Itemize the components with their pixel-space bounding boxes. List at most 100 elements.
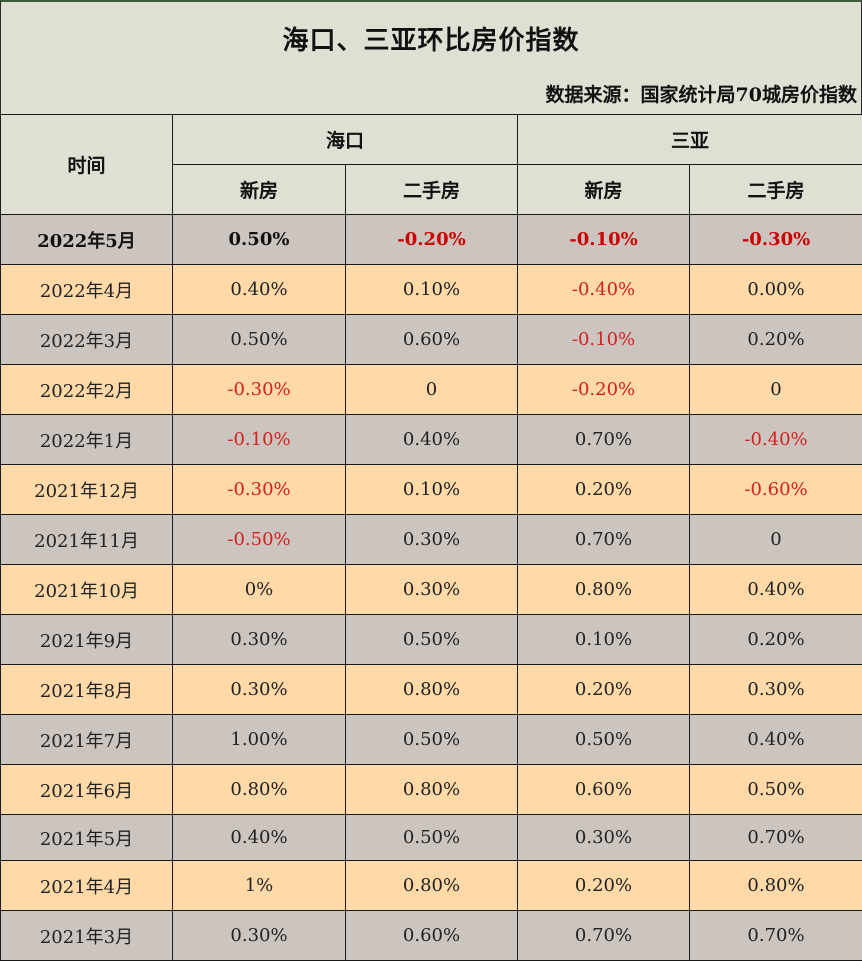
date-cell[interactable]: 2021年12月 <box>0 464 173 515</box>
table-row: 2021年3月 0.30% 0.60% 0.70% 0.70% <box>0 910 862 961</box>
haikou-used-cell[interactable]: 0.80% <box>344 764 519 815</box>
haikou-new-cell[interactable]: 0.30% <box>172 614 346 665</box>
haikou-used-cell[interactable]: 0.80% <box>344 664 519 715</box>
sanya-new-cell[interactable]: 0.80% <box>517 564 691 615</box>
table-row: 2021年8月 0.30% 0.80% 0.20% 0.30% <box>0 664 862 715</box>
haikou-used-cell[interactable]: 0.10% <box>344 464 519 515</box>
sanya-used-cell[interactable]: 0.30% <box>689 664 862 715</box>
haikou-new-cell[interactable]: 0.30% <box>172 910 346 961</box>
sanya-used-cell[interactable]: 0.40% <box>689 564 862 615</box>
sanya-new-cell[interactable]: -0.20% <box>517 364 691 415</box>
table-row: 2021年6月 0.80% 0.80% 0.60% 0.50% <box>0 764 862 815</box>
sanya-used-cell[interactable]: 0 <box>689 364 862 415</box>
sanya-new-cell[interactable]: 0.20% <box>517 664 691 715</box>
haikou-new-cell[interactable]: 0.80% <box>172 764 346 815</box>
haikou-new-cell[interactable]: -0.50% <box>172 514 346 565</box>
haikou-used-cell[interactable]: 0.60% <box>344 910 519 961</box>
date-cell[interactable]: 2021年6月 <box>0 764 173 815</box>
sanya-used-cell[interactable]: 0 <box>689 514 862 565</box>
date-cell[interactable]: 2021年9月 <box>0 614 173 665</box>
date-cell[interactable]: 2021年5月 <box>0 814 173 861</box>
haikou-used-cell[interactable]: 0.30% <box>344 564 519 615</box>
sanya-used-cell[interactable]: 0.40% <box>689 714 862 765</box>
haikou-used-cell[interactable]: -0.20% <box>344 214 519 265</box>
header-haikou-new[interactable]: 新房 <box>172 164 346 215</box>
haikou-used-cell[interactable]: 0 <box>344 364 519 415</box>
header-haikou[interactable]: 海口 <box>171 114 519 165</box>
haikou-used-cell[interactable]: 0.50% <box>344 614 519 665</box>
price-index-table: 时间 海口 三亚 新房 二手房 新房 二手房 2022年5月 0.50% -0.20… <box>0 114 862 961</box>
date-cell[interactable]: 2022年5月 <box>0 214 173 265</box>
table-row: 2021年9月 0.30% 0.50% 0.10% 0.20% <box>0 614 862 665</box>
haikou-used-cell[interactable]: 0.50% <box>344 714 519 765</box>
haikou-new-cell[interactable]: 1.00% <box>172 714 346 765</box>
header-haikou-used[interactable]: 二手房 <box>344 164 519 215</box>
header-time[interactable]: 时间 <box>0 114 173 215</box>
sanya-new-cell[interactable]: -0.40% <box>517 264 691 315</box>
sanya-new-cell[interactable]: 0.60% <box>517 764 691 815</box>
sanya-used-cell[interactable]: 0.00% <box>689 264 862 315</box>
haikou-used-cell[interactable]: 0.60% <box>344 314 519 365</box>
haikou-used-cell[interactable]: 0.80% <box>344 860 519 911</box>
header-sanya[interactable]: 三亚 <box>517 114 862 165</box>
sanya-used-cell[interactable]: 0.20% <box>689 614 862 665</box>
date-cell[interactable]: 2022年2月 <box>0 364 173 415</box>
date-cell[interactable]: 2021年7月 <box>0 714 173 765</box>
sanya-used-cell[interactable]: 0.20% <box>689 314 862 365</box>
haikou-new-cell[interactable]: 0.50% <box>172 214 346 265</box>
haikou-new-cell[interactable]: -0.10% <box>172 414 346 465</box>
sanya-used-cell[interactable]: -0.40% <box>689 414 862 465</box>
date-cell[interactable]: 2021年10月 <box>0 564 173 615</box>
haikou-new-cell[interactable]: 1% <box>172 860 346 911</box>
sanya-new-cell[interactable]: 0.50% <box>517 714 691 765</box>
sanya-used-cell[interactable]: -0.30% <box>689 214 862 265</box>
table-row: 2022年2月 -0.30% 0 -0.20% 0 <box>0 364 862 415</box>
sanya-used-cell[interactable]: -0.60% <box>689 464 862 515</box>
table-row: 2021年11月 -0.50% 0.30% 0.70% 0 <box>0 514 862 565</box>
sanya-new-cell[interactable]: 0.70% <box>517 414 691 465</box>
date-cell[interactable]: 2021年11月 <box>0 514 173 565</box>
sanya-new-cell[interactable]: -0.10% <box>517 214 691 265</box>
table-row: 2021年5月 0.40% 0.50% 0.30% 0.70% <box>0 814 862 861</box>
sanya-used-cell[interactable]: 0.70% <box>689 814 862 861</box>
haikou-new-cell[interactable]: 0.30% <box>172 664 346 715</box>
haikou-new-cell[interactable]: 0.40% <box>172 264 346 315</box>
table-row: 2022年4月 0.40% 0.10% -0.40% 0.00% <box>0 264 862 315</box>
table-row: 2021年12月 -0.30% 0.10% 0.20% -0.60% <box>0 464 862 515</box>
sanya-new-cell[interactable]: 0.30% <box>517 814 691 861</box>
table-row: 2021年7月 1.00% 0.50% 0.50% 0.40% <box>0 714 862 765</box>
sanya-new-cell[interactable]: -0.10% <box>517 314 691 365</box>
sanya-new-cell[interactable]: 0.70% <box>517 514 691 565</box>
date-cell[interactable]: 2021年3月 <box>0 910 173 961</box>
page-title: 海口、三亚环比房价指数 <box>282 26 580 56</box>
haikou-new-cell[interactable]: 0% <box>172 564 346 615</box>
haikou-used-cell[interactable]: 0.40% <box>344 414 519 465</box>
sanya-new-cell[interactable]: 0.70% <box>517 910 691 961</box>
haikou-used-cell[interactable]: 0.30% <box>344 514 519 565</box>
sanya-used-cell[interactable]: 0.70% <box>689 910 862 961</box>
haikou-used-cell[interactable]: 0.10% <box>344 264 519 315</box>
table-row: 2022年3月 0.50% 0.60% -0.10% 0.20% <box>0 314 862 365</box>
table-row: 2022年1月 -0.10% 0.40% 0.70% -0.40% <box>0 414 862 465</box>
haikou-new-cell[interactable]: 0.40% <box>172 814 346 861</box>
sanya-new-cell[interactable]: 0.20% <box>517 860 691 911</box>
haikou-new-cell[interactable]: 0.50% <box>172 314 346 365</box>
haikou-new-cell[interactable]: -0.30% <box>172 364 346 415</box>
table-row: 2021年4月 1% 0.80% 0.20% 0.80% <box>0 860 862 911</box>
data-source-note: 数据来源：国家统计局70城房价指数 <box>545 84 857 106</box>
sanya-new-cell[interactable]: 0.20% <box>517 464 691 515</box>
header-sanya-new[interactable]: 新房 <box>517 164 691 215</box>
date-cell[interactable]: 2022年4月 <box>0 264 173 315</box>
date-cell[interactable]: 2022年1月 <box>0 414 173 465</box>
date-cell[interactable]: 2021年4月 <box>0 860 173 911</box>
date-cell[interactable]: 2021年8月 <box>0 664 173 715</box>
haikou-new-cell[interactable]: -0.30% <box>172 464 346 515</box>
sanya-used-cell[interactable]: 0.50% <box>689 764 862 815</box>
date-cell[interactable]: 2022年3月 <box>0 314 173 365</box>
header-sanya-used[interactable]: 二手房 <box>689 164 862 215</box>
sanya-used-cell[interactable]: 0.80% <box>689 860 862 911</box>
table-row: 2022年5月 0.50% -0.20% -0.10% -0.30% <box>0 214 862 265</box>
haikou-used-cell[interactable]: 0.50% <box>344 814 519 861</box>
sanya-new-cell[interactable]: 0.10% <box>517 614 691 665</box>
